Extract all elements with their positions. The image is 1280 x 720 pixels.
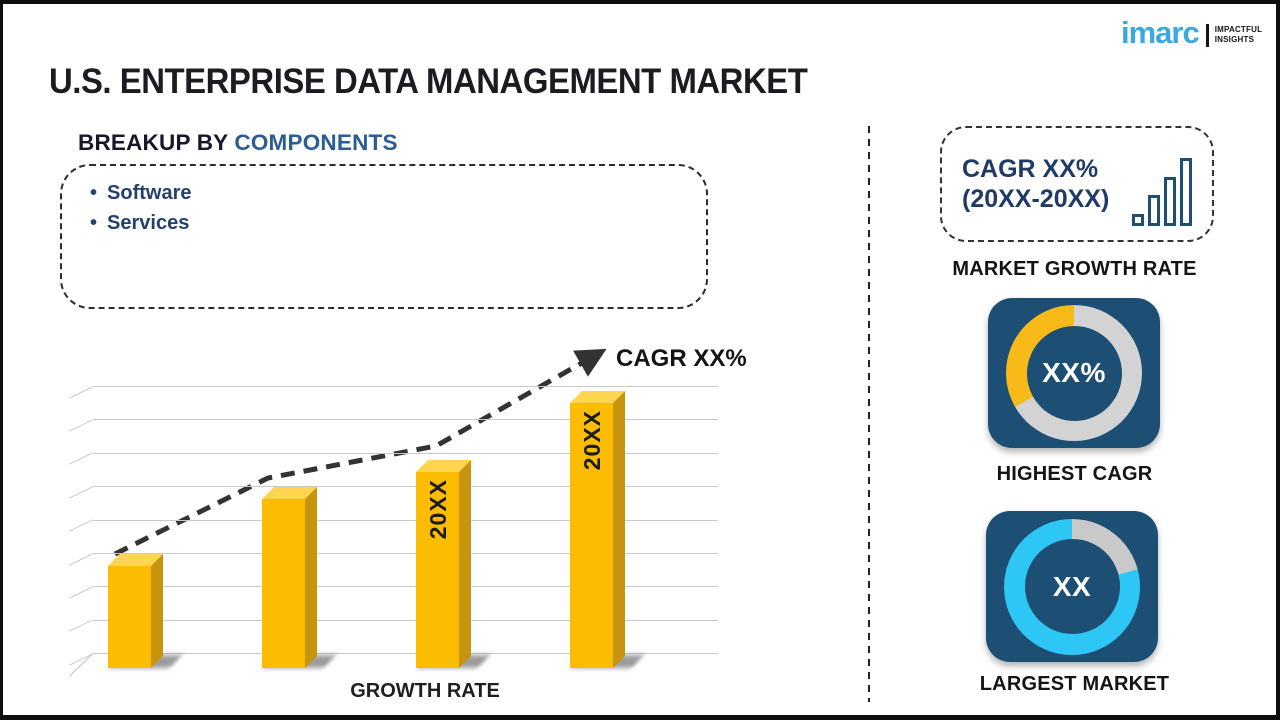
floor-edge bbox=[69, 652, 94, 677]
components-list: Software Services bbox=[90, 178, 706, 238]
grid-line bbox=[93, 653, 718, 655]
highest-cagr-donut-chart: XX% bbox=[1006, 305, 1142, 441]
x-axis-label: GROWTH RATE bbox=[350, 680, 500, 702]
bar-side-face bbox=[459, 460, 471, 668]
bar-front-face bbox=[108, 566, 151, 668]
list-item-services: Services bbox=[90, 208, 706, 238]
bar-side-face bbox=[151, 554, 163, 668]
grid-tick bbox=[69, 552, 93, 566]
bar-front-face bbox=[262, 499, 305, 668]
bar-chart-plot: CAGR XX% GROWTH RATE 20XX 20XX bbox=[63, 344, 747, 704]
grid-line bbox=[93, 386, 718, 387]
bar-front-face: 20XX bbox=[570, 403, 613, 668]
largest-market-donut-chart: XX bbox=[1004, 518, 1140, 655]
bar: 20XX bbox=[416, 460, 471, 668]
trend-dashed-line bbox=[113, 348, 607, 557]
bar bbox=[262, 487, 317, 668]
page-title: U.S. ENTERPRISE DATA MANAGEMENT MARKET bbox=[49, 62, 808, 101]
largest-market-card: XX bbox=[986, 511, 1158, 662]
donut-hole: XX% bbox=[1026, 325, 1122, 421]
grid-line bbox=[93, 519, 718, 521]
grid-tick bbox=[69, 586, 93, 599]
breakup-heading-prefix: BREAKUP BY bbox=[78, 130, 235, 155]
largest-market-value: XX bbox=[1052, 570, 1092, 602]
breakup-components-box: Software Services bbox=[60, 164, 708, 309]
bar-year-label: 20XX bbox=[579, 410, 605, 471]
bar-chart-icon-bar4 bbox=[1180, 158, 1192, 226]
bar-chart-icon-bar3 bbox=[1164, 177, 1176, 226]
breakup-heading-highlight: COMPONENTS bbox=[234, 130, 398, 155]
bar-front-face: 20XX bbox=[416, 472, 459, 668]
grid-line bbox=[93, 486, 718, 488]
bar-side-face bbox=[305, 487, 317, 668]
bar-chart-icon-bar1 bbox=[1132, 214, 1144, 226]
grid-tick bbox=[69, 419, 93, 432]
logo-tagline-line2: INSIGHTS bbox=[1214, 34, 1255, 44]
largest-market-caption: LARGEST MARKET bbox=[979, 673, 1170, 695]
growth-box-line1: CAGR XX% bbox=[962, 155, 1099, 183]
bar-year-label: 20XX bbox=[425, 479, 451, 540]
grid-line bbox=[93, 586, 718, 588]
highest-cagr-card: XX% bbox=[988, 298, 1160, 448]
logo-tagline: IMPACTFUL INSIGHTS bbox=[1215, 25, 1262, 44]
bar-chart-icon-bar2 bbox=[1148, 195, 1160, 226]
highest-cagr-value: XX% bbox=[1042, 357, 1106, 388]
logo-brand-text: imarc bbox=[1121, 15, 1200, 50]
bar bbox=[108, 554, 163, 668]
grid-tick bbox=[69, 486, 93, 499]
grid-line bbox=[93, 619, 718, 621]
bar-side-face bbox=[613, 391, 625, 668]
logo-separator bbox=[1205, 24, 1209, 47]
section-divider bbox=[868, 126, 870, 702]
grid-tick bbox=[69, 619, 93, 632]
logo-tagline-line1: IMPACTFUL bbox=[1214, 25, 1263, 34]
trend-cagr-label: CAGR XX% bbox=[616, 345, 747, 372]
highest-cagr-caption: HIGHEST CAGR bbox=[996, 463, 1153, 485]
grid-tick bbox=[69, 519, 93, 532]
market-growth-box: CAGR XX% (20XX-20XX) bbox=[940, 126, 1214, 242]
bar: 20XX bbox=[570, 391, 625, 668]
imarc-logo: imarc IMPACTFUL INSIGHTS bbox=[1121, 16, 1262, 50]
grid-line bbox=[93, 419, 718, 421]
grid-tick bbox=[69, 452, 93, 465]
grid-line bbox=[93, 553, 718, 554]
breakup-heading: BREAKUP BY COMPONENTS bbox=[78, 130, 398, 156]
growth-box-text: CAGR XX% (20XX-20XX) bbox=[962, 154, 1109, 214]
donut-hole: XX bbox=[1024, 539, 1120, 634]
list-item-software: Software bbox=[90, 178, 706, 208]
grid-tick bbox=[69, 385, 93, 399]
bar-chart-icon bbox=[1132, 158, 1192, 226]
growth-box-line2: (20XX-20XX) bbox=[962, 185, 1110, 213]
grid-line bbox=[93, 452, 718, 454]
market-growth-caption: MARKET GROWTH RATE bbox=[952, 258, 1197, 280]
